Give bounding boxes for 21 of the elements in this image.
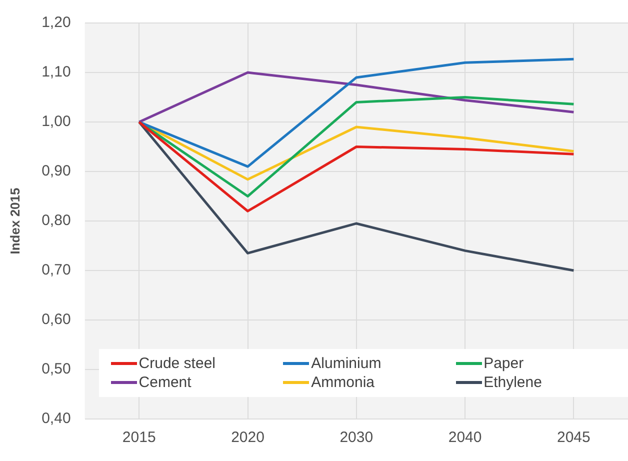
x-tick-label: 2020 (231, 429, 264, 446)
x-tick-label: 2030 (340, 429, 374, 446)
legend-label: Ethylene (484, 374, 542, 391)
legend-label: Aluminium (311, 355, 382, 372)
y-tick-label: 0,60 (42, 311, 71, 328)
y-tick-label: 0,80 (42, 212, 71, 230)
x-tick-label: 2045 (556, 429, 590, 446)
y-axis-title: Index 2015 (7, 188, 22, 254)
x-tick-label: 2015 (122, 429, 156, 446)
legend-label: Ammonia (311, 374, 375, 391)
y-tick-label: 1,10 (42, 64, 71, 81)
y-tick-label: 1,20 (42, 14, 71, 32)
legend-label: Crude steel (138, 355, 216, 372)
legend-label: Cement (138, 374, 192, 391)
y-tick-label: 0,40 (42, 410, 71, 428)
y-tick-label: 1,00 (42, 113, 71, 130)
legend-label: Paper (484, 355, 524, 372)
y-tick-label: 0,70 (42, 262, 71, 279)
x-tick-label: 2040 (448, 429, 482, 446)
y-tick-label: 0,50 (42, 360, 71, 378)
y-tick-label: 0,90 (42, 162, 71, 180)
